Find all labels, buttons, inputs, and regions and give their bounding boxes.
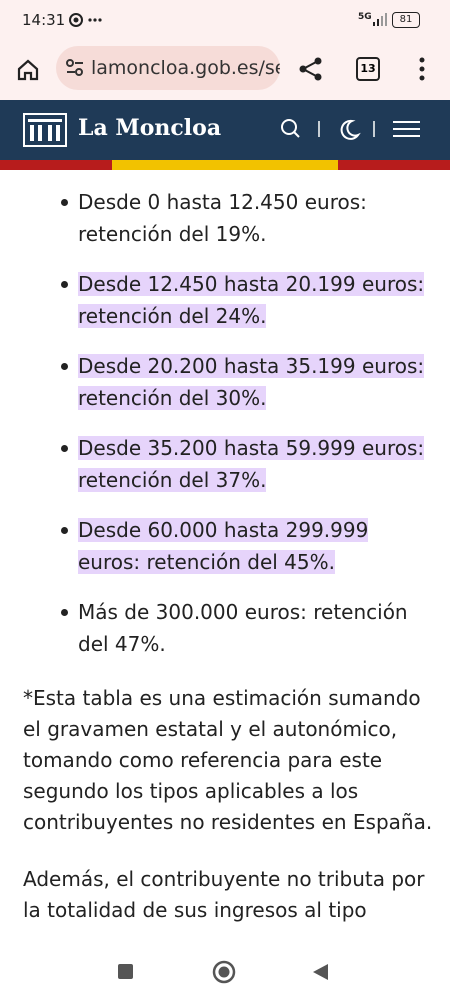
site-settings[interactable] xyxy=(66,59,84,77)
list-item-text: Desde 60.000 hasta 299.999 euros: retenc… xyxy=(78,518,369,574)
battery: 81 xyxy=(392,12,420,28)
list-item-text: Desde 12.450 hasta 20.199 euros: retenci… xyxy=(78,272,425,328)
status-icons xyxy=(69,13,102,27)
list-item-text: Desde 0 hasta 12.450 euros: retención de… xyxy=(78,190,367,246)
home-button[interactable] xyxy=(16,58,40,82)
url: lamoncloa.gob.es/se xyxy=(91,57,280,79)
status-bar: 14:31 5G 81 xyxy=(0,0,450,42)
site-logo[interactable] xyxy=(23,113,67,147)
header-icons xyxy=(281,119,420,140)
list-item-text: Desde 20.200 hasta 35.199 euros: retenci… xyxy=(78,354,425,410)
browser-bar: lamoncloa.gob.es/se 13 xyxy=(0,42,450,100)
network: 5G xyxy=(358,12,372,22)
url-bar[interactable]: lamoncloa.gob.es/se xyxy=(56,46,280,90)
nav-icons xyxy=(118,960,328,984)
theme-button[interactable] xyxy=(340,119,361,140)
flag-stripe xyxy=(0,160,450,170)
nav-bar xyxy=(0,945,450,1000)
share-button[interactable] xyxy=(298,56,324,82)
list-item: Desde 12.450 hasta 20.199 euros: retenci… xyxy=(61,268,428,332)
paragraph: *Esta tabla es una estimación sumando el… xyxy=(23,686,433,834)
paragraphs: *Esta tabla es una estimación sumando el… xyxy=(23,683,433,945)
site-name[interactable]: La Moncloa xyxy=(78,115,222,141)
article: Desde 0 hasta 12.450 euros: retención de… xyxy=(0,170,450,945)
signal xyxy=(373,13,387,26)
back-button[interactable] xyxy=(313,964,328,980)
list-item: Desde 20.200 hasta 35.199 euros: retenci… xyxy=(61,350,428,414)
list-item: Desde 0 hasta 12.450 euros: retención de… xyxy=(61,186,428,250)
paragraph: Además, el contribuyente no tributa por … xyxy=(23,867,425,922)
tab-count[interactable]: 13 xyxy=(356,57,380,81)
list-item-text: Más de 300.000 euros: retención del 47%. xyxy=(78,600,408,656)
list-item: Más de 300.000 euros: retención del 47%. xyxy=(61,596,428,660)
list-item-text: Desde 35.200 hasta 59.999 euros: retenci… xyxy=(78,436,425,492)
list-item: Desde 35.200 hasta 59.999 euros: retenci… xyxy=(61,432,428,496)
home-nav-button[interactable] xyxy=(212,960,236,984)
search-button[interactable] xyxy=(281,119,300,138)
list-item: Desde 60.000 hasta 299.999 euros: retenc… xyxy=(61,514,428,578)
time: 14:31 xyxy=(22,11,66,29)
menu-toggle[interactable] xyxy=(393,121,420,137)
rate-list: Desde 0 hasta 12.450 euros: retención de… xyxy=(0,186,428,678)
recents-button[interactable] xyxy=(118,964,133,979)
site-header: La Moncloa xyxy=(0,100,450,160)
menu-button[interactable] xyxy=(418,56,426,82)
